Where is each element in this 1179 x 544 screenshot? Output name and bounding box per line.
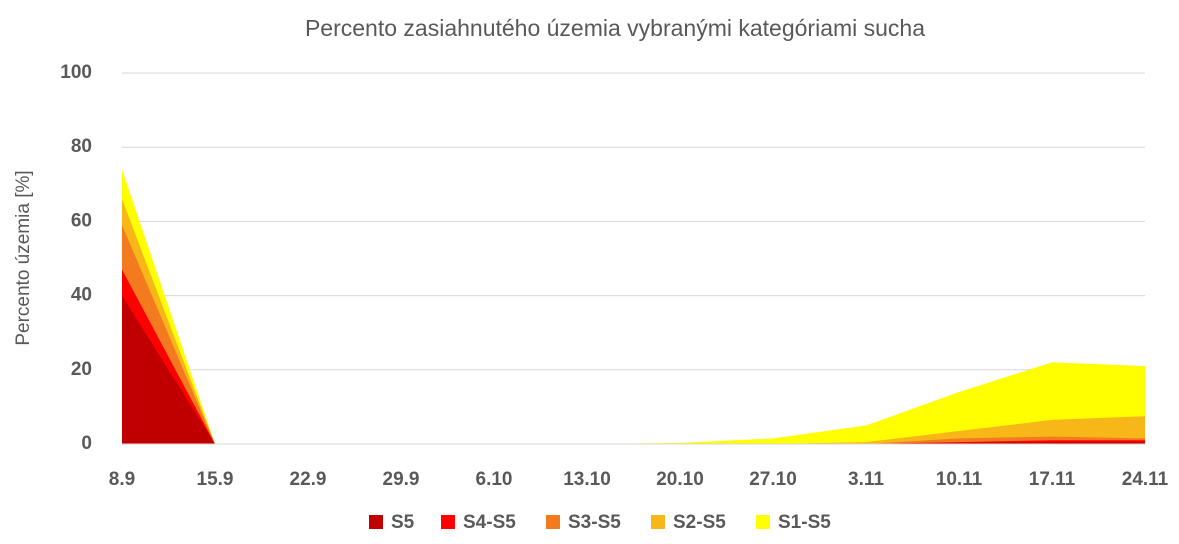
legend-label: S4-S5 bbox=[463, 512, 516, 533]
y-tick-label: 40 bbox=[71, 285, 92, 306]
x-tick-label: 6.10 bbox=[476, 469, 513, 490]
y-tick-label: 80 bbox=[71, 136, 92, 157]
legend-label: S1-S5 bbox=[778, 512, 831, 533]
legend-swatch bbox=[441, 515, 455, 529]
legend-label: S3-S5 bbox=[568, 512, 621, 533]
x-tick-label: 8.9 bbox=[109, 469, 135, 490]
x-tick-label: 17.11 bbox=[1029, 469, 1076, 490]
legend-swatch bbox=[546, 515, 560, 529]
x-tick-label: 24.11 bbox=[1122, 469, 1169, 490]
x-tick-label: 27.10 bbox=[749, 469, 797, 490]
legend-label: S2-S5 bbox=[673, 512, 726, 533]
x-tick-label: 3.11 bbox=[848, 469, 884, 490]
y-tick-label: 0 bbox=[81, 433, 92, 454]
legend-swatch bbox=[369, 515, 383, 529]
x-tick-label: 15.9 bbox=[197, 469, 234, 490]
x-tick-label: 29.9 bbox=[383, 469, 420, 490]
legend-swatch bbox=[651, 515, 665, 529]
x-tick-label: 20.10 bbox=[656, 469, 704, 490]
area bbox=[122, 169, 1145, 444]
legend-label: S5 bbox=[391, 512, 415, 533]
y-tick-label: 20 bbox=[71, 359, 92, 380]
legend-swatch bbox=[756, 515, 770, 529]
x-tick-label: 22.9 bbox=[290, 469, 327, 490]
chart-title: Percento zasiahnutého územia vybranými k… bbox=[305, 15, 925, 41]
y-tick-label: 100 bbox=[60, 62, 92, 83]
x-tick-label: 13.10 bbox=[563, 469, 611, 490]
x-tick-label: 10.11 bbox=[936, 469, 983, 490]
y-axis-label: Percento územia [%] bbox=[13, 170, 34, 345]
y-tick-label: 60 bbox=[71, 210, 92, 231]
